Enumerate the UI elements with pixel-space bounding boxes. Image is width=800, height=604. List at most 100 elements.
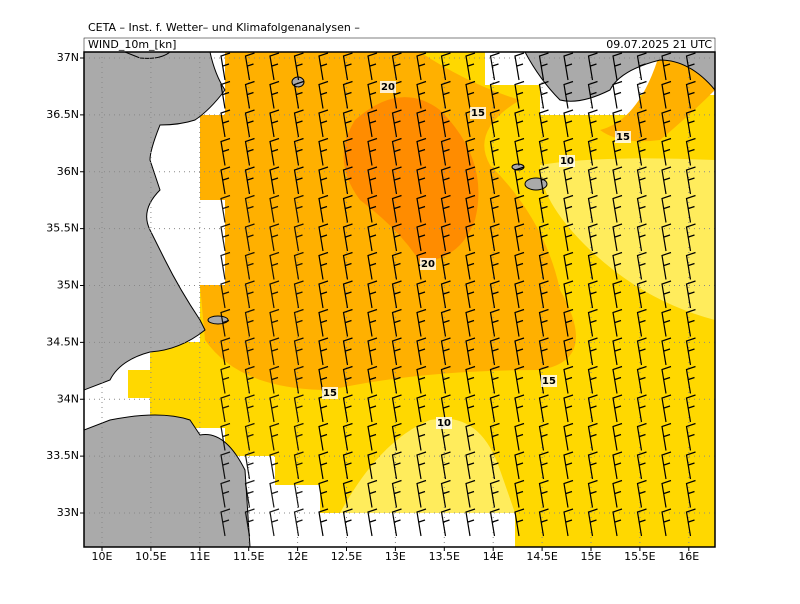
wind-barb [538,394,549,423]
wind-barb [685,280,696,309]
wind-barb [318,109,329,138]
wind-barb [661,251,672,280]
wind-barb [269,223,280,252]
wind-barb [465,508,476,537]
wind-barb [244,109,255,138]
wind-barb [636,365,647,394]
wind-barb [342,166,353,195]
wind-barb [612,422,623,451]
wind-barb [244,280,255,309]
wind-barb [220,251,231,280]
wind-barb [440,223,451,252]
wind-barb [440,109,451,138]
wind-barb [612,479,623,508]
wind-barb [587,479,598,508]
wind-barb [367,365,378,394]
wind-barb [563,479,574,508]
wind-barb [293,52,304,81]
wind-barb [685,479,696,508]
wind-barb [685,308,696,337]
wind-barb [661,166,672,195]
wind-barb [514,52,525,81]
wind-barb [293,508,304,537]
wind-barb [612,394,623,423]
wind-barb [244,166,255,195]
wind-barb [514,365,525,394]
wind-barb [440,52,451,81]
wind-barb [587,137,598,166]
wind-barb [465,451,476,480]
wind-barb [342,451,353,480]
wind-barb [636,394,647,423]
wind-barb [685,194,696,223]
wind-barb [416,365,427,394]
wind-barb [244,365,255,394]
wind-barb [244,479,255,508]
wind-barb [612,337,623,366]
wind-barb [685,394,696,423]
wind-barb [416,223,427,252]
wind-barb [538,337,549,366]
wind-barb [220,365,231,394]
lon-tick-label: 14E [483,550,504,563]
wind-barb [563,337,574,366]
contour-label: 20 [421,259,435,270]
wind-barb [587,280,598,309]
wind-barb [318,52,329,81]
wind-barb [367,194,378,223]
wind-barb [367,251,378,280]
wind-barb [489,251,500,280]
wind-barb [416,52,427,81]
wind-barb [416,451,427,480]
wind-barb [342,508,353,537]
wind-barb [391,109,402,138]
wind-barb [489,365,500,394]
wind-barb [416,394,427,423]
map-area [84,52,715,547]
wind-barb [538,109,549,138]
wind-barb [661,223,672,252]
wind-barb [661,194,672,223]
wind-barb [538,308,549,337]
wind-barb [269,394,280,423]
wind-barb [244,137,255,166]
wind-barb [465,479,476,508]
wind-barb [342,394,353,423]
wind-barb [563,109,574,138]
wind-barb [269,365,280,394]
lon-tick-label: 12E [287,550,308,563]
contour-label-bg [559,155,575,167]
wind-barb [440,394,451,423]
wind-barb [318,308,329,337]
wind-barbs [220,52,696,537]
wind-barb [514,251,525,280]
wind-barb [514,422,525,451]
wind-barb [416,194,427,223]
wind-barb [293,251,304,280]
contour-label-bg [436,417,452,429]
wind-barb [465,137,476,166]
wind-barb [489,451,500,480]
wind-barb [367,280,378,309]
wind-barb [661,137,672,166]
contour-label: 15 [616,132,630,143]
wind-barb [538,280,549,309]
wind-barb [465,52,476,81]
wind-barb [636,223,647,252]
wind-barb [318,80,329,109]
wind-barb [587,308,598,337]
wind-barb [269,280,280,309]
land-tunisia [84,52,226,391]
wind-barb [636,280,647,309]
wind-barb [367,52,378,81]
wind-barb [465,308,476,337]
wind-barb [514,394,525,423]
wind-barb [244,52,255,81]
wind-barb [269,194,280,223]
wind-barb [220,223,231,252]
wind-barb [293,308,304,337]
wind-barb [538,223,549,252]
wind-barb [440,479,451,508]
wind-barb [514,223,525,252]
wind-barb [244,251,255,280]
